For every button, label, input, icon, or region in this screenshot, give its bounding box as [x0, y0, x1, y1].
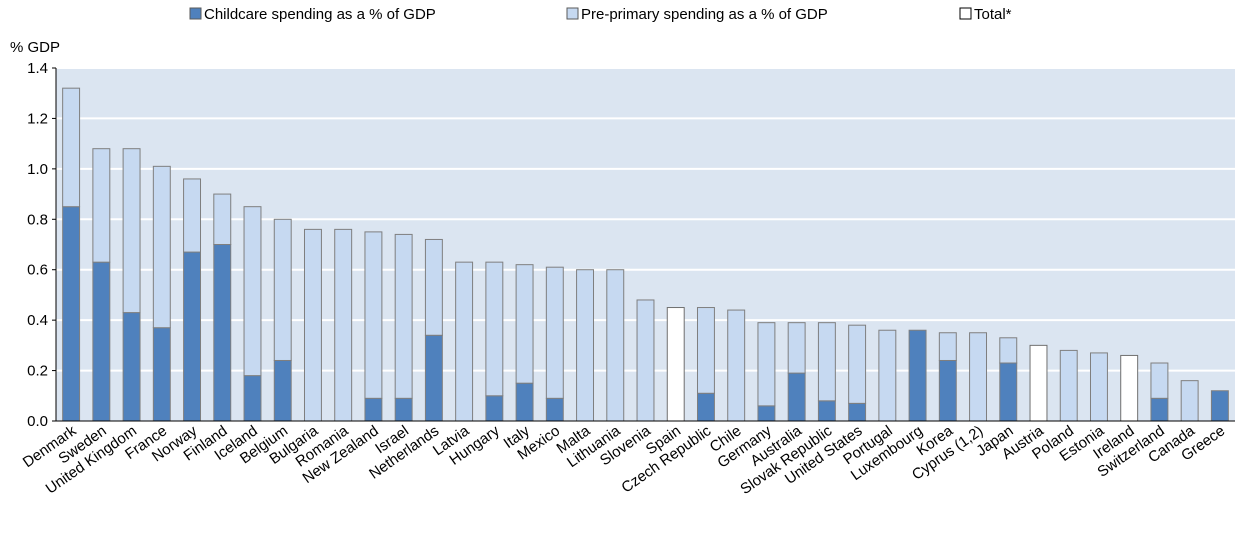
bar-preprimary — [999, 337, 1018, 364]
legend-swatch-total — [959, 7, 972, 20]
legend-swatch-preprimary — [566, 7, 579, 20]
bar-preprimary — [515, 264, 534, 384]
bar-childcare — [213, 244, 232, 422]
y-tick-label: 0.4 — [27, 312, 48, 329]
bar-childcare — [394, 397, 413, 422]
bar-preprimary — [1180, 380, 1199, 422]
legend: Childcare spending as a % of GDP Pre-pri… — [189, 6, 1012, 23]
bar-preprimary — [576, 269, 595, 422]
y-axis-unit-label: % GDP — [10, 39, 60, 56]
bar-preprimary — [1059, 349, 1078, 422]
bar-preprimary — [1089, 352, 1108, 422]
bar-childcare — [545, 397, 564, 422]
bar-childcare — [1150, 397, 1169, 422]
bar-preprimary — [938, 332, 957, 361]
bar-preprimary — [122, 148, 141, 314]
bar-childcare — [485, 395, 504, 422]
bar-preprimary — [273, 218, 292, 361]
bar-preprimary — [817, 322, 836, 402]
bar-preprimary — [213, 193, 232, 245]
legend-label-total: Total* — [974, 6, 1012, 23]
bar-childcare — [817, 400, 836, 422]
bar-childcare — [908, 329, 927, 422]
bar-total — [1029, 344, 1048, 422]
legend-label-childcare: Childcare spending as a % of GDP — [204, 6, 436, 23]
bar-childcare — [122, 312, 141, 422]
bar-childcare — [515, 382, 534, 422]
bar-preprimary — [696, 307, 715, 394]
legend-swatch-childcare — [189, 7, 202, 20]
bar-preprimary — [334, 228, 353, 422]
bar-total — [666, 307, 685, 422]
bar-preprimary — [183, 178, 202, 253]
bar-preprimary — [636, 299, 655, 422]
bar-preprimary — [606, 269, 625, 422]
bar-preprimary — [424, 238, 443, 336]
bar-childcare — [787, 372, 806, 422]
y-tick-label: 1.0 — [27, 161, 48, 178]
y-tick-label: 1.4 — [27, 60, 48, 77]
bar-preprimary — [757, 322, 776, 407]
bar-childcare — [696, 392, 715, 422]
bar-preprimary — [787, 322, 806, 374]
bar-total — [1120, 354, 1139, 422]
y-tick-label: 0.2 — [27, 363, 48, 380]
bar-preprimary — [62, 87, 81, 208]
bar-preprimary — [727, 309, 746, 422]
bar-preprimary — [243, 206, 262, 377]
bar-childcare — [62, 206, 81, 422]
bars — [62, 87, 1229, 422]
bar-preprimary — [878, 329, 897, 422]
y-tick-label: 0.6 — [27, 262, 48, 279]
bar-preprimary — [303, 228, 322, 422]
bar-preprimary — [1150, 362, 1169, 399]
bar-preprimary — [364, 231, 383, 399]
bar-childcare — [243, 375, 262, 422]
bar-childcare — [152, 327, 171, 422]
bar-childcare — [1210, 390, 1229, 422]
bar-preprimary — [545, 266, 564, 399]
bar-preprimary — [455, 261, 474, 422]
bar-childcare — [273, 359, 292, 422]
bar-childcare — [848, 402, 867, 422]
bar-childcare — [92, 261, 111, 422]
y-tick-label: 0.0 — [27, 413, 48, 430]
bar-childcare — [424, 334, 443, 422]
bar-childcare — [183, 251, 202, 422]
bar-preprimary — [152, 165, 171, 329]
bar-preprimary — [485, 261, 504, 397]
legend-label-preprimary: Pre-primary spending as a % of GDP — [581, 6, 828, 23]
bar-childcare — [999, 362, 1018, 422]
bar-childcare — [364, 397, 383, 422]
bar-preprimary — [848, 324, 867, 404]
y-tick-label: 0.8 — [27, 211, 48, 228]
bar-preprimary — [969, 332, 988, 422]
y-tick-label: 1.2 — [27, 110, 48, 127]
bar-preprimary — [92, 148, 111, 263]
y-axis-ticks: 0.0 0.2 0.4 0.6 0.8 1.0 1.2 1.4 — [27, 60, 56, 430]
bar-childcare — [757, 405, 776, 422]
bar-childcare — [938, 359, 957, 422]
bar-preprimary — [394, 233, 413, 399]
